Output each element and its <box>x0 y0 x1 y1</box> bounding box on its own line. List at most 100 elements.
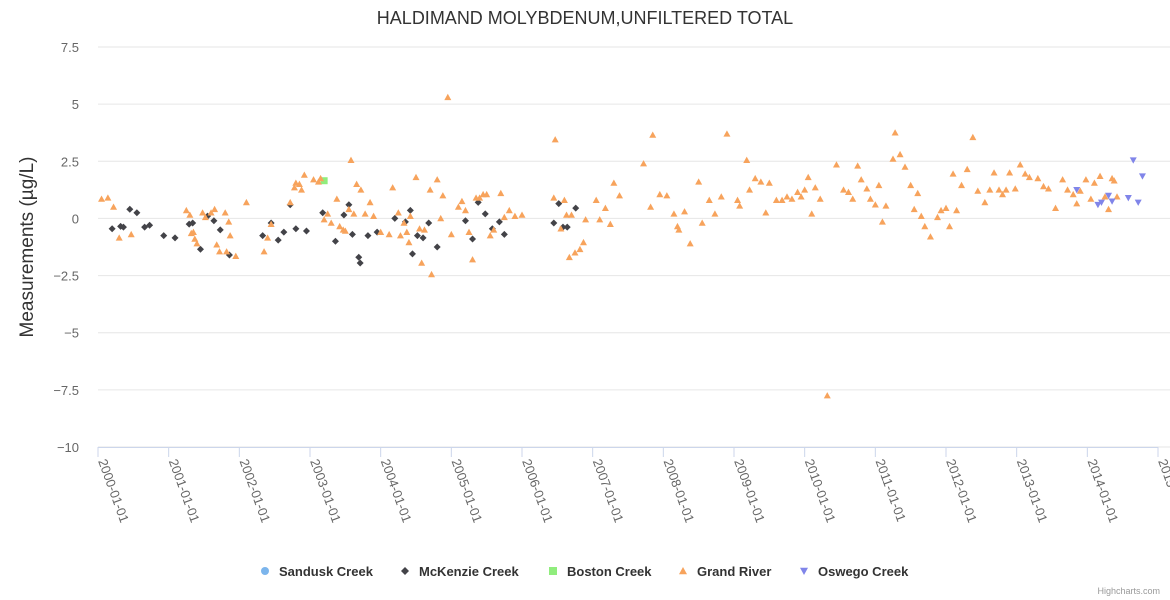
data-point[interactable] <box>1097 199 1105 206</box>
data-point[interactable] <box>1021 170 1029 177</box>
data-point[interactable] <box>104 194 112 201</box>
data-point[interactable] <box>483 190 491 198</box>
data-point[interactable] <box>663 192 671 199</box>
data-point[interactable] <box>314 178 322 185</box>
data-point[interactable] <box>969 133 977 141</box>
data-point[interactable] <box>736 202 744 209</box>
data-point[interactable] <box>1025 173 1033 181</box>
data-point[interactable] <box>191 235 199 242</box>
data-point[interactable] <box>1006 169 1014 176</box>
data-point[interactable] <box>670 210 678 217</box>
data-point[interactable] <box>616 192 624 199</box>
data-point[interactable] <box>458 197 466 205</box>
data-point[interactable] <box>1073 200 1081 207</box>
data-point[interactable] <box>295 180 303 187</box>
data-point[interactable] <box>563 223 571 231</box>
data-point[interactable] <box>571 249 579 256</box>
data-point[interactable] <box>345 205 353 213</box>
data-point[interactable] <box>675 226 683 233</box>
data-point[interactable] <box>551 136 559 143</box>
legend-label[interactable]: Oswego Creek <box>818 564 909 579</box>
data-point[interactable] <box>555 200 563 208</box>
data-point[interactable] <box>119 223 127 231</box>
data-point[interactable] <box>347 156 355 163</box>
data-point[interactable] <box>579 238 587 246</box>
data-point[interactable] <box>990 169 998 176</box>
data-point[interactable] <box>232 252 240 259</box>
legend-label[interactable]: Sandusk Creek <box>279 564 374 579</box>
data-point[interactable] <box>596 216 604 223</box>
data-point[interactable] <box>385 230 393 238</box>
data-point[interactable] <box>1002 186 1010 193</box>
data-point[interactable] <box>1073 187 1081 194</box>
data-point[interactable] <box>550 194 558 201</box>
legend-symbol[interactable] <box>549 567 557 575</box>
data-point[interactable] <box>656 190 664 198</box>
data-point[interactable] <box>854 162 862 169</box>
data-point[interactable] <box>772 196 780 203</box>
data-point[interactable] <box>348 230 356 238</box>
data-point[interactable] <box>412 173 420 181</box>
data-point[interactable] <box>264 234 272 241</box>
data-point[interactable] <box>640 160 648 167</box>
data-point[interactable] <box>896 150 904 158</box>
legend-item-sandusk-creek[interactable]: Sandusk Creek <box>261 564 374 579</box>
data-point[interactable] <box>408 250 416 258</box>
data-point[interactable] <box>461 206 469 214</box>
data-point[interactable] <box>366 198 374 206</box>
data-point[interactable] <box>1082 176 1090 183</box>
data-point[interactable] <box>560 196 568 203</box>
data-point[interactable] <box>210 217 218 225</box>
data-point[interactable] <box>762 209 770 216</box>
data-point[interactable] <box>1105 192 1113 200</box>
data-point[interactable] <box>201 213 209 221</box>
data-point[interactable] <box>878 218 886 225</box>
data-point[interactable] <box>461 217 469 225</box>
data-point[interactable] <box>336 222 344 230</box>
data-point[interactable] <box>723 130 731 137</box>
data-point[interactable] <box>377 228 385 235</box>
data-point[interactable] <box>221 209 229 216</box>
data-point[interactable] <box>474 198 482 206</box>
data-point[interactable] <box>572 204 580 212</box>
data-point[interactable] <box>317 174 325 182</box>
data-point[interactable] <box>866 195 874 202</box>
data-point[interactable] <box>213 241 221 248</box>
data-point[interactable] <box>1134 199 1142 206</box>
data-point[interactable] <box>389 184 397 191</box>
data-point[interactable] <box>1064 186 1072 193</box>
data-point[interactable] <box>901 163 909 170</box>
data-point[interactable] <box>801 186 809 193</box>
data-point[interactable] <box>433 243 441 251</box>
data-point[interactable] <box>1087 195 1095 202</box>
data-point[interactable] <box>486 232 494 239</box>
data-point[interactable] <box>981 198 989 206</box>
data-point[interactable] <box>711 210 719 217</box>
data-point[interactable] <box>1059 176 1067 183</box>
data-point[interactable] <box>686 240 694 247</box>
data-point[interactable] <box>816 195 824 202</box>
data-point[interactable] <box>778 196 786 203</box>
data-point[interactable] <box>465 228 473 235</box>
data-point[interactable] <box>324 210 332 217</box>
data-point[interactable] <box>413 232 421 240</box>
data-point[interactable] <box>189 219 197 227</box>
data-point[interactable] <box>557 225 565 232</box>
data-point[interactable] <box>226 232 234 239</box>
data-point[interactable] <box>601 204 609 211</box>
data-point[interactable] <box>794 188 802 195</box>
data-point[interactable] <box>1108 198 1116 205</box>
legend-label[interactable]: Boston Creek <box>567 564 652 579</box>
data-point[interactable] <box>357 186 365 193</box>
data-point[interactable] <box>953 206 961 214</box>
data-point[interactable] <box>1138 173 1146 180</box>
data-point[interactable] <box>1016 161 1024 168</box>
data-point[interactable] <box>108 225 116 233</box>
data-point[interactable] <box>259 232 267 240</box>
data-point[interactable] <box>500 213 508 221</box>
data-point[interactable] <box>746 186 754 193</box>
data-point[interactable] <box>216 226 224 234</box>
data-point[interactable] <box>320 177 328 185</box>
data-point[interactable] <box>319 209 327 217</box>
data-point[interactable] <box>331 237 339 245</box>
